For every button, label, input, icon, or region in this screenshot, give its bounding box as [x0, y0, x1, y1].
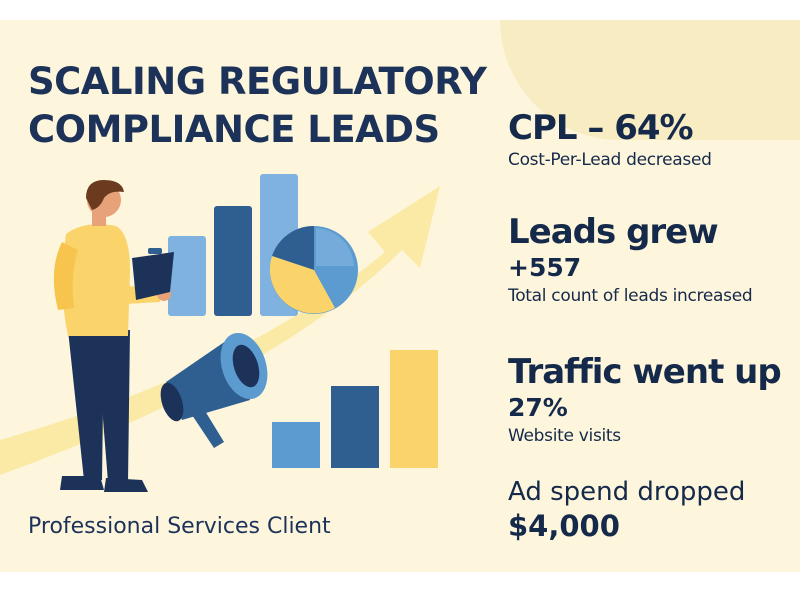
- clipboard-icon: [132, 248, 174, 300]
- stat-adspend-headline: Ad spend dropped: [508, 477, 746, 507]
- infographic-card: SCALING REGULATORY COMPLIANCE LEADS Prof…: [0, 20, 800, 572]
- stat-adspend: Ad spend dropped $4,000: [508, 476, 745, 544]
- stat-adspend-value: $4,000: [508, 509, 620, 543]
- stat-cpl-headline: CPL – 64%: [508, 108, 694, 148]
- stat-traffic-headline: Traffic went up: [508, 352, 782, 392]
- stat-traffic: Traffic went up 27% Website visits: [508, 352, 782, 448]
- stat-leads-value: +557: [508, 253, 582, 282]
- growth-arrow-icon: [0, 186, 440, 475]
- stat-traffic-value: 27%: [508, 393, 568, 422]
- stat-traffic-caption: Website visits: [508, 426, 621, 446]
- title-line-2: COMPLIANCE LEADS: [28, 108, 440, 151]
- stat-cpl-caption: Cost-Per-Lead decreased: [508, 150, 712, 170]
- illustration: [0, 174, 440, 492]
- stat-cpl: CPL – 64% Cost-Per-Lead decreased: [508, 108, 712, 172]
- person-icon: [53, 180, 171, 492]
- page-title: SCALING REGULATORY COMPLIANCE LEADS: [28, 58, 487, 154]
- stat-leads-headline: Leads grew: [508, 212, 719, 252]
- client-label: Professional Services Client: [28, 514, 331, 539]
- stat-leads: Leads grew +557 Total count of leads inc…: [508, 212, 753, 308]
- megaphone-icon: [160, 332, 268, 448]
- title-line-1: SCALING REGULATORY: [28, 60, 487, 103]
- stat-leads-caption: Total count of leads increased: [508, 286, 753, 306]
- pie-chart-icon: [269, 225, 358, 314]
- lower-bar-chart-icon: [272, 350, 438, 468]
